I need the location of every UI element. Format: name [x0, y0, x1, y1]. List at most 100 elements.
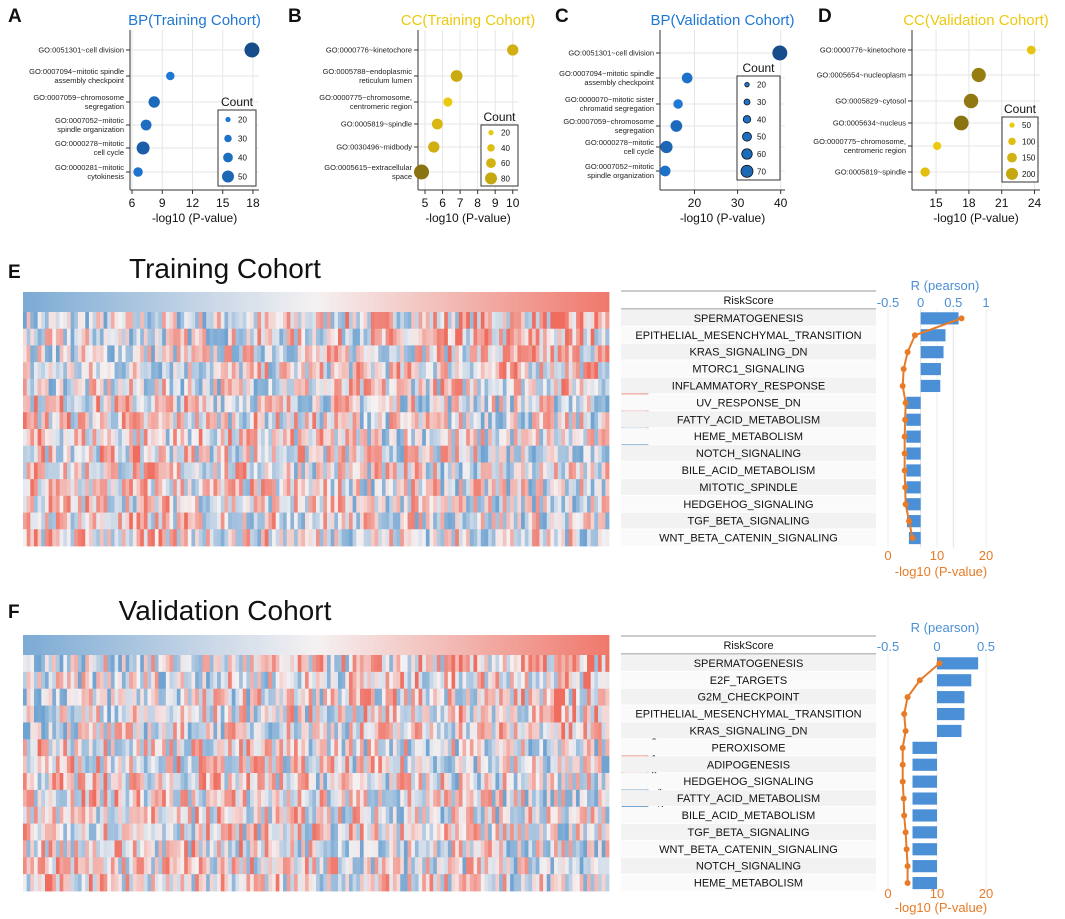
heatmap-cell [495, 823, 500, 841]
heatmap-cell [462, 773, 467, 791]
heatmap-cell [308, 378, 313, 396]
heatmap-cell [370, 756, 375, 774]
heatmap-cell [411, 445, 416, 463]
heatmap-cell [88, 789, 93, 808]
heatmap-cell [70, 445, 75, 463]
heatmap-cell [107, 479, 112, 497]
heatmap-cell [264, 529, 269, 547]
heatmap-cell [554, 429, 559, 447]
heatmap-cell [283, 806, 288, 824]
heatmap-cell [187, 412, 192, 430]
heatmap-cell [447, 429, 452, 447]
heatmap-cell [425, 857, 430, 875]
heatmap-cell [330, 412, 335, 430]
riskscore-cell [521, 292, 526, 312]
heatmap-cell [451, 512, 456, 530]
heatmap-cell [290, 688, 295, 706]
heatmap-cell [250, 773, 255, 791]
heatmap-cell [257, 378, 262, 396]
heatmap-cell [363, 655, 368, 673]
heatmap-cell [389, 479, 394, 497]
heatmap-cell [319, 773, 324, 791]
heatmap-cell [378, 773, 383, 791]
heatmap-cell [279, 705, 284, 723]
heatmap-cell [370, 857, 375, 875]
heatmap-cell [103, 512, 108, 530]
heatmap-cell [568, 429, 573, 447]
heatmap-cell [532, 806, 537, 824]
dot-2 [148, 96, 160, 108]
heatmap-cell [290, 395, 295, 413]
riskscore-cell [63, 292, 68, 312]
heatmap-cell [418, 312, 423, 330]
heatmap-cell [85, 722, 90, 740]
riskscore-cell [308, 635, 313, 655]
heatmap-cell [587, 328, 592, 346]
heatmap-cell [334, 495, 339, 513]
heatmap-cell [41, 345, 46, 363]
heatmap-cell [367, 789, 372, 808]
heatmap-cell [132, 479, 137, 497]
heatmap-cell [433, 479, 438, 497]
heatmap-cell [151, 445, 156, 463]
heatmap-cell [323, 806, 328, 824]
heatmap-cell [250, 312, 255, 330]
heatmap-cell [499, 857, 504, 875]
heatmap-cell [169, 529, 174, 547]
heatmap-cell [154, 412, 159, 430]
heatmap-cell [348, 462, 354, 480]
heatmap-cell [565, 722, 570, 740]
heatmap-cell [385, 462, 390, 480]
heatmap-cell [279, 479, 284, 497]
heatmap-cell [180, 823, 185, 841]
heatmap-cell [316, 671, 321, 690]
heatmap-cell [103, 823, 108, 841]
heatmap-cell [48, 395, 53, 413]
heatmap-cell [598, 705, 603, 723]
heatmap-cell [359, 840, 365, 858]
heatmap-cell [561, 823, 566, 841]
heatmap-cell [103, 412, 108, 430]
heatmap-cell [414, 857, 419, 875]
heatmap-cell [605, 671, 610, 690]
heatmap-cell [370, 688, 375, 706]
heatmap-cell [400, 705, 405, 723]
heatmap-cell [337, 312, 343, 330]
heatmap-cell [26, 671, 31, 690]
heatmap-cell [206, 688, 211, 706]
heatmap-cell [140, 462, 145, 480]
heatmap-cell [231, 395, 236, 413]
heatmap-cell [85, 857, 90, 875]
heatmap-cell [381, 773, 386, 791]
heatmap-cell [572, 823, 577, 841]
heatmap-cell [279, 362, 284, 380]
heatmap-cell [63, 655, 68, 673]
heatmap-cell [495, 345, 500, 363]
heatmap-cell [147, 345, 152, 363]
riskscore-cell [517, 292, 522, 312]
heatmap-cell [532, 312, 537, 330]
heatmap-cell [132, 495, 137, 513]
heatmap-cell [316, 395, 321, 413]
heatmap-cell [59, 671, 64, 690]
heatmap-cell [77, 378, 82, 396]
heatmap-cell [316, 479, 321, 497]
heatmap-cell [198, 773, 203, 791]
heatmap-cell [125, 479, 130, 497]
heatmap-cell [63, 756, 68, 774]
heatmap-cell [579, 789, 584, 808]
heatmap-cell [458, 362, 463, 380]
heatmap-cell [41, 739, 46, 757]
riskscore-cell [576, 635, 581, 655]
heatmap-cell [425, 512, 430, 530]
panel-label: C [555, 6, 569, 27]
heatmap-cell [283, 671, 288, 690]
heatmap-cell [147, 739, 152, 757]
heatmap-cell [403, 345, 408, 363]
heatmap-cell [228, 739, 233, 757]
heatmap-cell [92, 362, 97, 380]
heatmap-cell [59, 345, 64, 363]
heatmap-cell [367, 840, 372, 858]
heatmap-cell [272, 773, 277, 791]
heatmap-cell [312, 462, 317, 480]
